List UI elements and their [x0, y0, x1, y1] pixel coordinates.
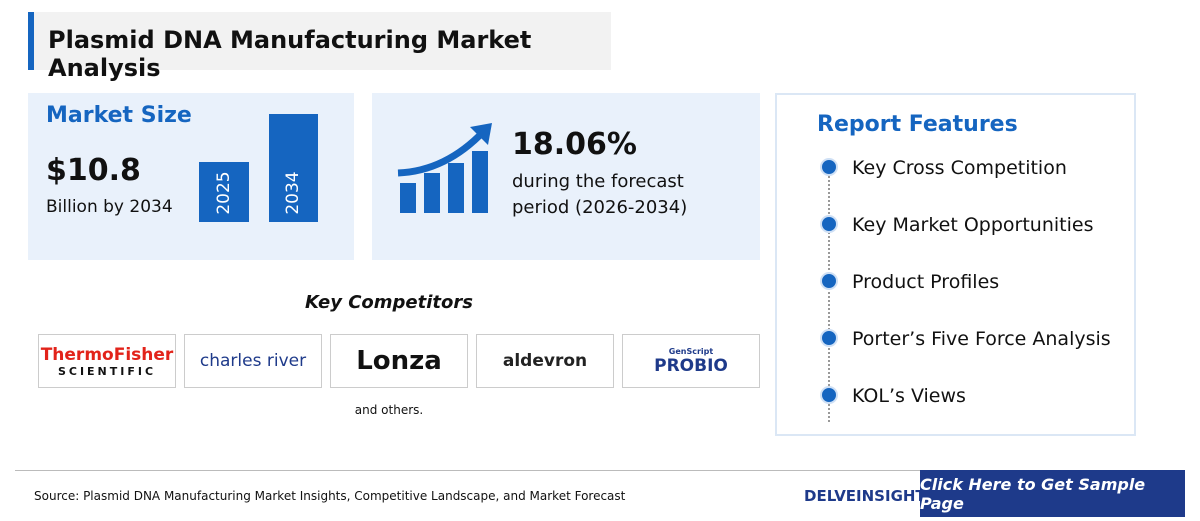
feature-icon [820, 215, 838, 233]
feature-item: Key Cross Competition [852, 157, 1067, 179]
competitor-logo: Lonza [330, 334, 468, 388]
growth-icon [397, 123, 492, 213]
logo-text: aldevron [502, 351, 588, 371]
feature-item: KOL’s Views [852, 385, 966, 407]
competitor-logo: ThermoFisher SCIENTIFIC [38, 334, 176, 388]
feature-item: Product Profiles [852, 271, 1000, 293]
logo-text: PROBIO [654, 355, 728, 376]
bar [199, 162, 249, 222]
value: $10.8 [46, 153, 141, 188]
cagr-caption: during the forecast [512, 171, 684, 192]
features-heading: Report Features [817, 112, 1018, 137]
competitor-logo: aldevron [476, 334, 614, 388]
logo-text: Lonza [356, 346, 442, 376]
logo-text: charles river [199, 351, 307, 371]
cagr-value: 18.06% [512, 127, 637, 162]
bar-label: 2034 [283, 171, 303, 215]
feature-icon [820, 158, 838, 176]
competitor-logo: charles river [184, 334, 322, 388]
timeline [828, 160, 830, 422]
title-box: Plasmid DNA Manufacturing Market Analysi… [28, 12, 611, 82]
competitors-heading: Key Competitors [305, 292, 473, 313]
source: Source: Plasmid DNA Manufacturing Market… [34, 489, 626, 503]
logo-text: GenScript [668, 346, 714, 356]
bar-label: 2025 [214, 171, 234, 215]
cagr-caption: period (2026-2034) [512, 197, 688, 218]
bar [269, 114, 318, 222]
features-panel [775, 93, 1136, 436]
feature-item: Key Market Opportunities [852, 214, 1094, 236]
logo-text: ThermoFisher [40, 344, 174, 365]
brand: DELVEINSIGHT [804, 487, 926, 505]
logo-text: SCIENTIFIC [57, 364, 157, 378]
caption: Billion by 2034 [46, 197, 173, 217]
feature-icon [820, 386, 838, 404]
heading: Market Size [46, 103, 192, 128]
feature-item: Porter’s Five Force Analysis [852, 328, 1111, 350]
title: Plasmid DNA Manufacturing Market Analysi… [48, 26, 532, 82]
cagr-panel: 18.06% during the forecast period (2026-… [372, 93, 760, 260]
note: and others. [354, 403, 424, 417]
divider [15, 470, 920, 471]
market-size-panel: Market Size $10.8 Billion by 2034 2025 2… [28, 93, 354, 260]
feature-icon [820, 272, 838, 290]
competitor-logo: GenScript PROBIO [622, 334, 760, 388]
sample-button[interactable]: Click Here to Get Sample Page [920, 470, 1185, 517]
feature-icon [820, 329, 838, 347]
